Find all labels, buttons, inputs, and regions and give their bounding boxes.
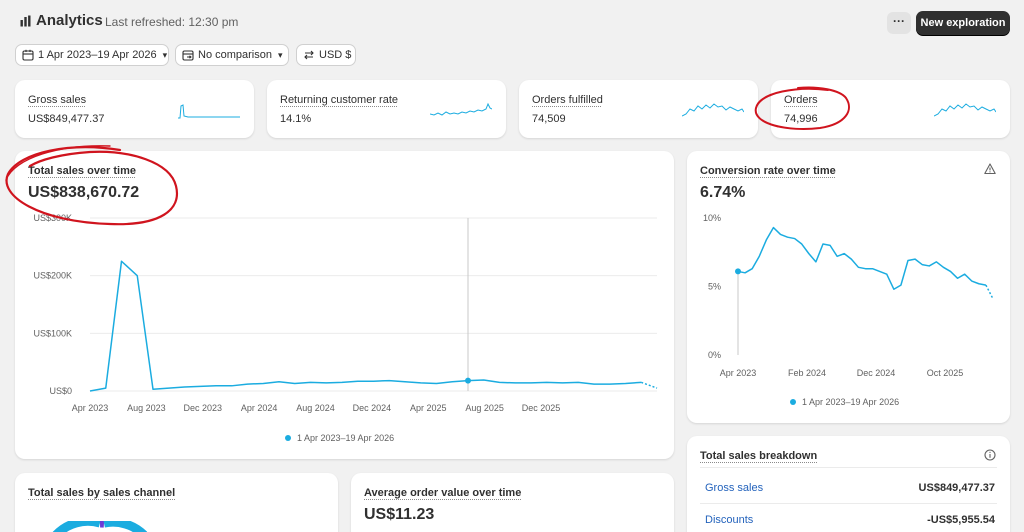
- divider: [700, 503, 997, 504]
- metric-value: 14.1%: [280, 113, 311, 125]
- legend-dot: [790, 399, 796, 405]
- card-value: 6.74%: [700, 184, 745, 202]
- average-order-value-card: Average order value over time US$11.23: [351, 473, 674, 532]
- y-tick-label: 5%: [708, 282, 721, 292]
- metric-label: Orders: [784, 94, 818, 106]
- breakdown-value: -US$5,955.54: [927, 514, 995, 526]
- card-value: US$11.23: [364, 506, 434, 524]
- metric-label: Orders fulfilled: [532, 94, 603, 106]
- x-tick-label: Aug 2023: [127, 403, 166, 413]
- x-tick-label: Apr 2025: [410, 403, 447, 413]
- breakdown-row-discounts[interactable]: Discounts -US$5,955.54: [705, 514, 995, 526]
- card-title: Total sales breakdown: [700, 450, 817, 462]
- conversion-rate-chart-card: Conversion rate over time 6.74% 0% 5% 10% A…: [687, 151, 1010, 423]
- y-tick-label: US$200K: [33, 271, 72, 281]
- total-sales-breakdown-card: Total sales breakdown Gross sales US$849…: [687, 436, 1010, 532]
- y-tick-label: 0%: [708, 350, 721, 360]
- page-header: Analytics Last refreshed: 12:30 pm ··· N…: [0, 0, 1024, 44]
- calendar-compare-icon: [182, 49, 194, 61]
- y-tick-label: 10%: [703, 213, 721, 223]
- y-tick-label: US$0: [49, 386, 72, 396]
- breakdown-link[interactable]: Discounts: [705, 514, 753, 526]
- info-icon[interactable]: [984, 449, 996, 461]
- metric-card-orders-fulfilled[interactable]: Orders fulfilled 74,509: [519, 80, 758, 138]
- currency-label: USD $: [319, 49, 351, 61]
- legend-dot: [285, 435, 291, 441]
- chevron-down-icon: ▾: [278, 45, 283, 65]
- series-line[interactable]: [738, 228, 986, 290]
- warning-icon[interactable]: [984, 163, 996, 175]
- metric-value: 74,996: [784, 113, 818, 125]
- comparison-picker[interactable]: No comparison ▾: [175, 44, 289, 66]
- breakdown-link[interactable]: Gross sales: [705, 482, 763, 494]
- calendar-icon: [22, 49, 34, 61]
- total-sales-chart-card: Total sales over time US$838,670.72 US$0…: [15, 151, 674, 459]
- conversion-rate-line-chart[interactable]: 0% 5% 10% Apr 2023 Feb 2024 Dec 2024 Oct 2025: [687, 206, 1010, 386]
- chart-legend[interactable]: 1 Apr 2023–19 Apr 2026: [790, 397, 899, 407]
- breakdown-row-gross-sales[interactable]: Gross sales US$849,477.37: [705, 482, 995, 494]
- more-actions-button[interactable]: ···: [887, 12, 911, 34]
- series-line-projected: [641, 382, 657, 388]
- sparkline: [934, 100, 996, 120]
- x-tick-label: Apr 2023: [72, 403, 109, 413]
- x-tick-label: Dec 2024: [353, 403, 392, 413]
- x-tick-label: Apr 2023: [720, 368, 757, 378]
- series-line[interactable]: [90, 261, 641, 391]
- breakdown-value: US$849,477.37: [919, 482, 995, 494]
- y-tick-label: US$100K: [33, 328, 72, 338]
- sparkline: [178, 100, 240, 120]
- date-range-label: 1 Apr 2023–19 Apr 2026: [38, 49, 157, 61]
- card-value: US$838,670.72: [28, 184, 139, 202]
- divider: [700, 467, 997, 468]
- series-line-projected: [986, 285, 993, 299]
- date-range-picker[interactable]: 1 Apr 2023–19 Apr 2026 ▾: [15, 44, 169, 66]
- page-title: Analytics: [36, 12, 103, 29]
- metric-label: Gross sales: [28, 94, 86, 106]
- metric-value: US$849,477.37: [28, 113, 104, 125]
- hover-point[interactable]: [465, 378, 471, 384]
- metric-label: Returning customer rate: [280, 94, 398, 106]
- card-title: Conversion rate over time: [700, 165, 836, 177]
- legend-label: 1 Apr 2023–19 Apr 2026: [297, 433, 394, 443]
- currency-picker[interactable]: USD $: [296, 44, 356, 66]
- new-exploration-button[interactable]: New exploration: [916, 11, 1010, 35]
- y-tick-label: US$300K: [33, 213, 72, 223]
- analytics-bar-chart-icon: [20, 15, 32, 27]
- metric-card-gross-sales[interactable]: Gross sales US$849,477.37: [15, 80, 254, 138]
- metric-value: 74,509: [532, 113, 566, 125]
- last-refreshed-text: Last refreshed: 12:30 pm: [105, 15, 238, 29]
- metric-card-returning-customer-rate[interactable]: Returning customer rate 14.1%: [267, 80, 506, 138]
- card-title: Total sales by sales channel: [28, 487, 175, 499]
- x-tick-label: Dec 2023: [183, 403, 222, 413]
- x-tick-label: Aug 2025: [465, 403, 504, 413]
- x-tick-label: Dec 2024: [857, 368, 896, 378]
- donut-chart[interactable]: [50, 521, 150, 532]
- chart-legend[interactable]: 1 Apr 2023–19 Apr 2026: [285, 433, 394, 443]
- hover-point[interactable]: [735, 268, 741, 274]
- legend-label: 1 Apr 2023–19 Apr 2026: [802, 397, 899, 407]
- x-tick-label: Feb 2024: [788, 368, 826, 378]
- sparkline: [682, 100, 744, 120]
- card-title: Average order value over time: [364, 487, 521, 499]
- x-tick-label: Apr 2024: [241, 403, 278, 413]
- sales-by-channel-card: Total sales by sales channel: [15, 473, 338, 532]
- chevron-down-icon: ▾: [163, 45, 168, 65]
- sparkline: [430, 100, 492, 120]
- comparison-label: No comparison: [198, 49, 272, 61]
- exchange-arrows-icon: [303, 49, 315, 61]
- x-tick-label: Aug 2024: [296, 403, 335, 413]
- metric-card-orders[interactable]: Orders 74,996: [771, 80, 1010, 138]
- x-tick-label: Oct 2025: [927, 368, 964, 378]
- total-sales-line-chart[interactable]: US$0 US$100K US$200K US$300K Apr 2023 Aug 202…: [15, 206, 674, 416]
- x-tick-label: Dec 2025: [522, 403, 561, 413]
- card-title: Total sales over time: [28, 165, 136, 177]
